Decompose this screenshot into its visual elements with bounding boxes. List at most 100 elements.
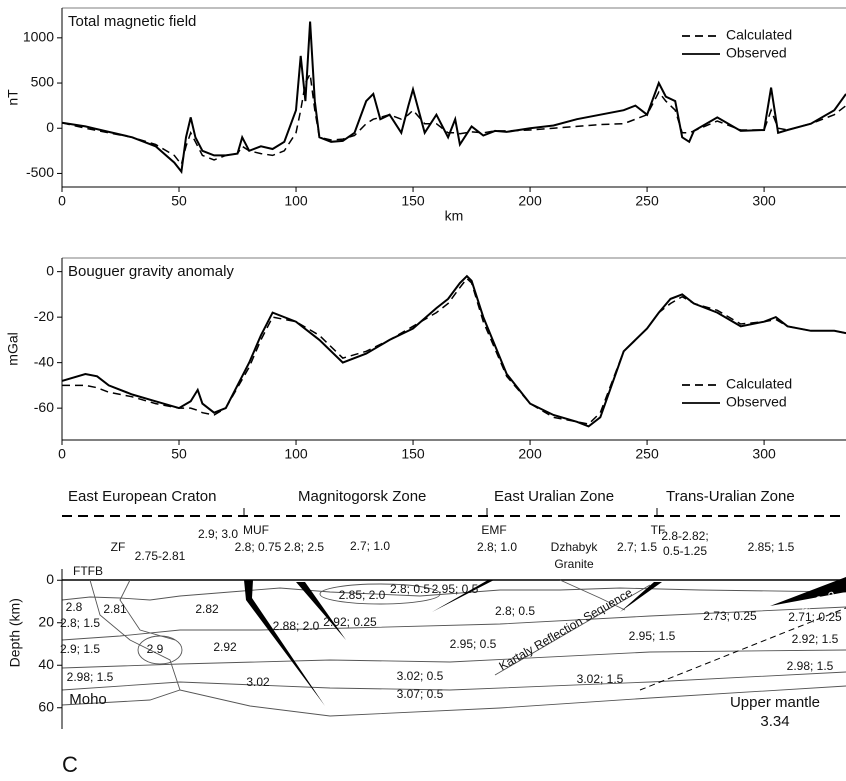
section-annotation: 2.8; 0.5 — [390, 582, 430, 596]
y-tick-label: 1000 — [23, 29, 54, 45]
section-annotation: 2.9; 1.5 — [60, 642, 100, 656]
x-tick-label: 300 — [752, 446, 776, 462]
fault-wedge — [432, 580, 494, 612]
section-annotation: 2.8; 1.0 — [477, 540, 517, 554]
moho-line — [61, 685, 846, 717]
section-annotation: 2.7; 1.0 — [350, 539, 390, 553]
section-annotation: 2.95; 1.5 — [629, 629, 676, 643]
section-annotation: 2.92 — [213, 640, 237, 654]
section-annotation: 3.02 — [246, 675, 270, 689]
data-line — [61, 21, 846, 175]
layer-boundary — [119, 579, 176, 641]
y-axis-label: nT — [5, 89, 21, 106]
section-annotation: Dzhabyk — [551, 540, 599, 554]
fault-wedge — [620, 582, 662, 612]
section-annotation: Kartaly Reflection Sequence — [497, 585, 635, 673]
section-annotation: 3.02; 0.5 — [397, 669, 444, 683]
reflection-line — [494, 584, 651, 676]
y-tick-label: 0 — [46, 119, 54, 135]
section-annotation: 2.92; 0.25 — [323, 615, 377, 629]
y-tick-label: 40 — [38, 656, 54, 672]
section-annotation: 2.8-2.82; — [661, 529, 708, 543]
x-tick-label: 0 — [58, 446, 66, 462]
section-annotation: 2.82 — [195, 602, 219, 616]
section-annotation: MUF — [243, 523, 269, 537]
x-tick-label: 100 — [284, 193, 308, 209]
section-annotation: 2.95; 0.5 — [450, 637, 497, 651]
legend-label: Observed — [726, 45, 787, 61]
section-annotation: 2.98; 1.5 — [67, 670, 114, 684]
x-tick-label: 50 — [171, 193, 187, 209]
section-annotation: 2.71; 0.25 — [788, 610, 842, 624]
section-annotation: 2.75-2.81 — [135, 549, 186, 563]
section-annotation: 2.85; 1.5 — [748, 540, 795, 554]
fault-wedge — [770, 577, 846, 606]
fault-wedge — [296, 582, 346, 640]
panel-label: C — [62, 752, 78, 777]
x-tick-label: 150 — [401, 193, 425, 209]
section-annotation: 2.8; 0.75 — [235, 540, 282, 554]
layer-boundary — [61, 606, 846, 641]
chart-title: Bouguer gravity anomaly — [68, 263, 234, 280]
x-tick-label: 100 — [284, 446, 308, 462]
section-annotation: 2.9; 3.0 — [198, 527, 238, 541]
zone-label: East Uralian Zone — [494, 488, 614, 505]
section-annotation: 2.7; 1.5 — [617, 540, 657, 554]
section-annotation: 3.34 — [760, 713, 789, 730]
section-annotation: 3.02; 1.5 — [577, 672, 624, 686]
y-axis-label: mGal — [5, 332, 21, 365]
section-annotation: ZF — [111, 540, 126, 554]
y-tick-label: 500 — [31, 74, 55, 90]
section-annotation: FTFB — [73, 564, 103, 578]
section-annotation: 2.8; 0.5 — [495, 604, 535, 618]
x-tick-label: 200 — [518, 446, 542, 462]
body-outline — [137, 635, 183, 665]
layer-boundary — [89, 579, 181, 691]
dashed-boundary — [639, 607, 846, 691]
granite-outline — [559, 579, 626, 611]
legend-label: Calculated — [726, 376, 792, 392]
section-annotation: 2.95; 0.5 — [432, 582, 479, 596]
zone-label: Magnitogorsk Zone — [298, 488, 426, 505]
section-annotation: 2.92; 1.5 — [792, 632, 839, 646]
x-tick-label: 150 — [401, 446, 425, 462]
section-annotation: 2.8; 2.5 — [284, 540, 324, 554]
x-tick-label: 250 — [635, 193, 659, 209]
section-annotation: 2.9 — [147, 642, 164, 656]
data-line — [62, 277, 846, 425]
y-tick-label: -60 — [34, 399, 54, 415]
layer-boundary — [61, 671, 846, 691]
section-annotation: 3.07; 0.5 — [397, 687, 444, 701]
section-annotation: Moho — [69, 691, 107, 708]
fault-wedge — [244, 580, 325, 706]
data-line — [61, 71, 846, 167]
zone-label: Trans-Uralian Zone — [666, 488, 795, 505]
body-outline — [319, 583, 441, 605]
section-annotation: EMF — [481, 523, 506, 537]
section-annotation: 2.81 — [103, 602, 127, 616]
y-tick-label: -40 — [34, 353, 54, 369]
section-annotation: 2.88; 2.0 — [273, 619, 320, 633]
section-annotation: TF — [651, 523, 666, 537]
x-axis-label: km — [445, 208, 464, 224]
data-line — [61, 274, 846, 428]
section-annotation: 2.98; 1.5 — [787, 659, 834, 673]
y-axis-label: Depth (km) — [7, 598, 23, 667]
y-tick-label: -500 — [26, 164, 54, 180]
section-annotation: Upper mantle — [730, 694, 820, 711]
layer-boundary — [61, 649, 846, 669]
section-annotation: 2.73; 0.25 — [703, 609, 757, 623]
section-annotation: 0.5-1.25 — [663, 544, 707, 558]
section-annotation: 2.8; 1.5 — [60, 616, 100, 630]
y-tick-label: 0 — [46, 571, 54, 587]
chart-title: Total magnetic field — [68, 13, 196, 30]
section-boundaries — [61, 508, 846, 717]
x-tick-label: 250 — [635, 446, 659, 462]
y-tick-label: 60 — [38, 698, 54, 714]
section-annotation: 2.85; 2.0 — [339, 588, 386, 602]
y-tick-label: 20 — [38, 613, 54, 629]
x-tick-label: 300 — [752, 193, 776, 209]
x-tick-label: 50 — [171, 446, 187, 462]
y-tick-label: 0 — [46, 262, 54, 278]
